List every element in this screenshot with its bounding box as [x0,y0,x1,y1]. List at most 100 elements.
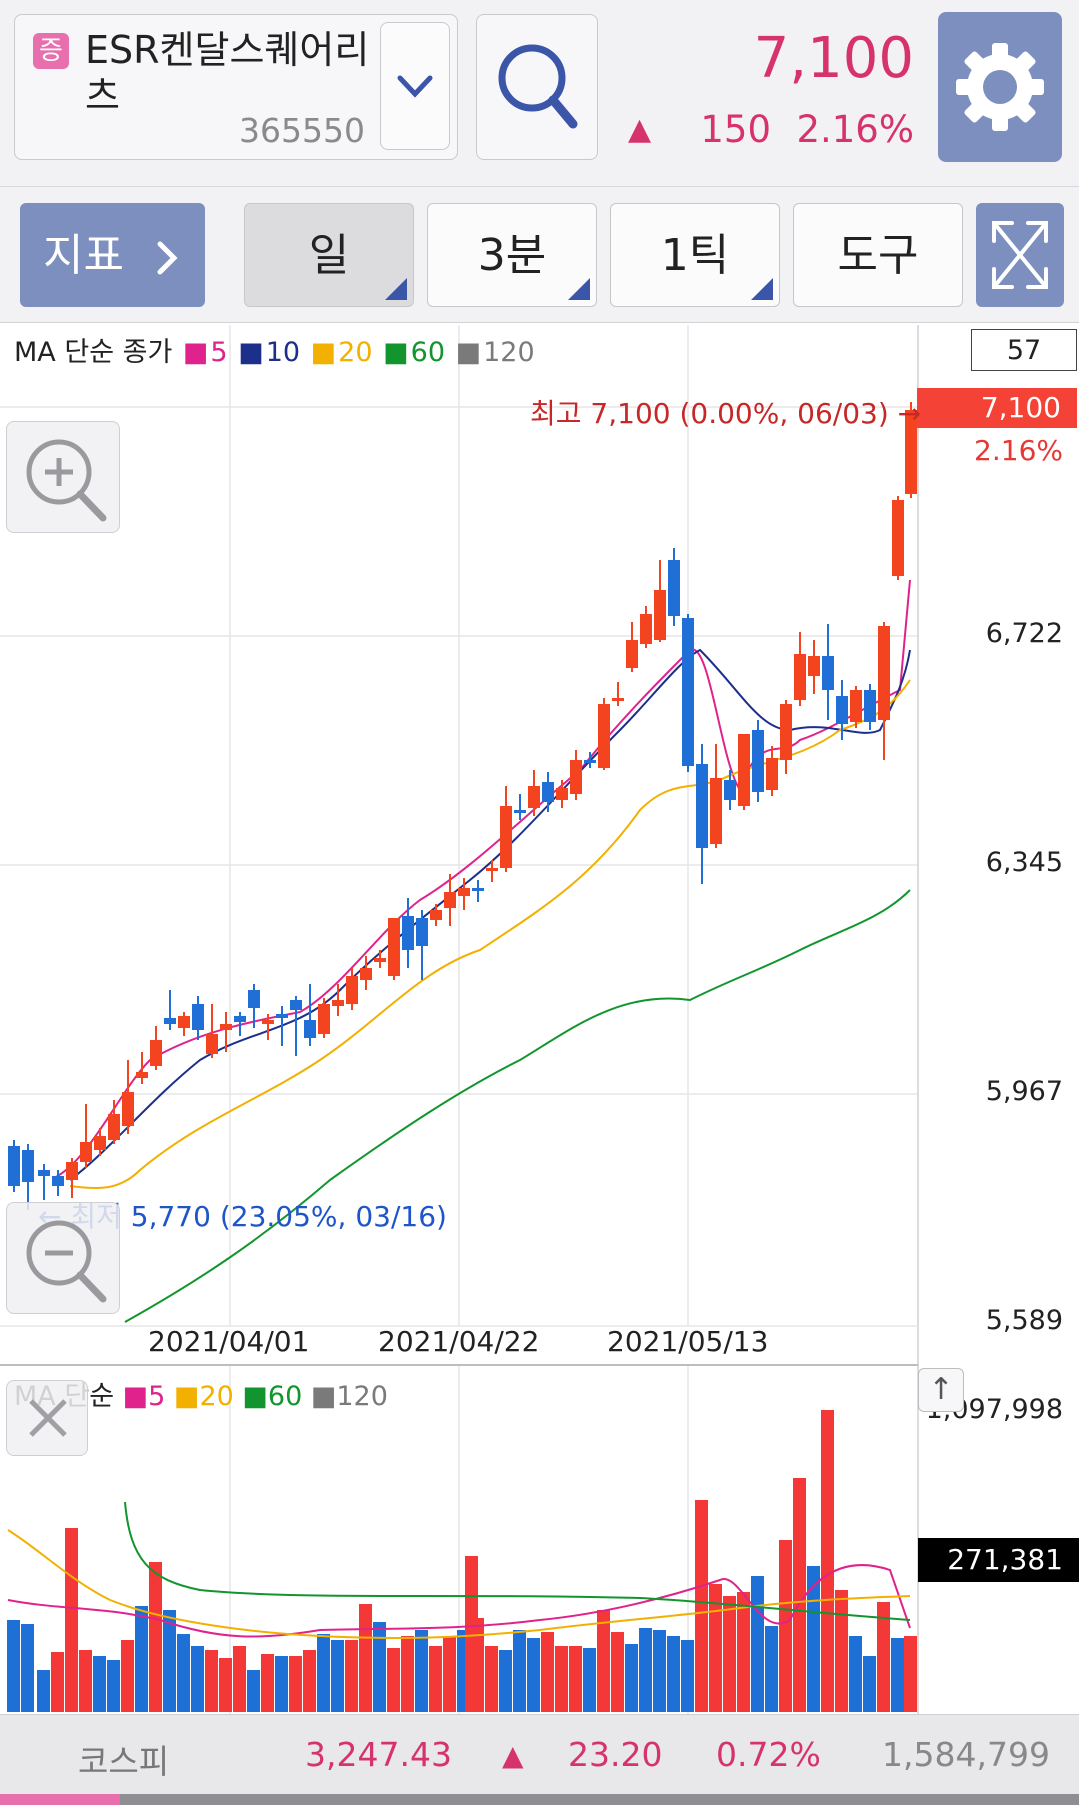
candle-body [136,1072,148,1078]
volume-ma-line [7,1529,911,1639]
candle-body [654,590,666,640]
candle-body [486,868,498,871]
volume-bar [737,1592,750,1712]
ma-line [69,679,911,1190]
candle-body [290,1000,302,1010]
candle-body [318,1004,330,1034]
zoom-out-button[interactable] [6,1202,120,1314]
candle-body [850,690,862,722]
volume-bar [93,1656,106,1712]
search-button[interactable] [476,14,598,160]
candle-body [556,788,568,800]
candle-body [374,958,386,962]
legend-vma5: 5 [148,1381,166,1412]
candle-body [542,782,554,802]
volume-bar [51,1652,64,1712]
ma-legend: MA 단순 종가 ■5 ■10 ■20 ■60 ■120 [14,330,537,369]
candle-body [794,654,806,700]
market-index-bar[interactable]: 코스피 3,247.43 ▲ 23.20 0.72% 1,584,799 [0,1714,1079,1795]
current-price: 7,100 [753,26,914,91]
indicator-button[interactable]: 지표 [20,203,205,307]
candle-body [150,1040,162,1066]
volume-bar [21,1624,34,1712]
price-change-percent: 2.16% [796,108,914,151]
candle-body [878,626,890,720]
volume-bar [709,1584,722,1712]
candle-body [724,780,736,800]
settings-button[interactable] [938,12,1062,162]
candle-body [122,1092,134,1126]
legend-ma10: 10 [265,337,301,368]
candle-body [766,758,778,790]
legend-ma5-swatch: ■ [182,337,209,368]
volume-bar [289,1656,302,1712]
candle-body [822,656,834,690]
candle-body [598,704,610,768]
volume-bar [247,1670,260,1712]
candle-body [430,910,442,920]
candlestick-chart[interactable] [0,0,1079,1714]
volume-bar [569,1646,582,1712]
candle-body [80,1142,92,1162]
volume-bar [499,1650,512,1712]
volume-bar [541,1632,554,1712]
volume-bar [513,1630,526,1712]
volume-bar [583,1648,596,1712]
stock-dropdown-button[interactable] [380,22,450,150]
candle-body [360,968,372,980]
candle-body [626,640,638,668]
volume-bar [7,1620,20,1712]
y-axis-label: 6,722 [985,618,1063,649]
volume-bar [163,1610,176,1712]
candle-count[interactable]: 57 [971,329,1077,371]
close-icon [29,1399,67,1437]
legend-ma10-swatch: ■ [238,337,264,368]
market-index: 3,247.43 [305,1735,452,1774]
bottom-strip-accent [0,1794,120,1805]
candle-body [178,1016,190,1028]
legend-prefix: MA 단순 종가 [14,337,173,368]
candle-body [52,1176,64,1186]
zoom-in-icon [26,439,107,522]
tab-label: 일 [308,230,350,281]
candle-body [164,1018,176,1024]
x-axis-date: 2021/05/13 [607,1325,769,1358]
zoom-in-button[interactable] [6,421,120,533]
volume-bar [387,1648,400,1712]
volume-bar [317,1634,330,1712]
dropdown-corner-icon [751,278,773,300]
scroll-up-button[interactable]: ↑ [918,1368,964,1412]
up-arrow-icon: ▲ [628,112,652,147]
tab-1tick[interactable]: 1틱 [610,203,780,307]
candle-body [38,1170,50,1176]
volume-bar [415,1630,428,1712]
volume-bar [793,1478,806,1712]
candle-body [808,656,820,676]
tools-button[interactable]: 도구 [793,203,963,307]
current-pct-tag: 2.16% [974,434,1063,467]
volume-bar [219,1658,232,1712]
market-name: 코스피 [78,1742,170,1781]
candle-body [696,764,708,848]
fullscreen-button[interactable] [976,203,1064,307]
volume-bar [485,1646,498,1712]
y-axis-label: 5,589 [985,1305,1063,1336]
zoom-out-icon [26,1220,107,1303]
legend-vma5-swatch: ■ [122,1381,149,1412]
tab-daily[interactable]: 일 [244,203,414,307]
tab-3min[interactable]: 3분 [427,203,597,307]
volume-bar [465,1556,478,1712]
volume-bars [7,1410,917,1712]
legend-ma60-swatch: ■ [383,337,409,368]
up-arrow-icon: ▲ [502,1739,524,1772]
close-volume-button[interactable] [6,1380,88,1456]
candle-body [304,1020,316,1038]
candle-body [248,990,260,1008]
bottom-strip [0,1794,1079,1805]
volume-bar [877,1602,890,1712]
arrow-up-icon: ↑ [928,1372,954,1407]
candle-body [472,888,484,891]
dropdown-corner-icon [568,278,590,300]
candle-body [612,698,624,701]
legend-ma120-swatch: ■ [455,337,482,368]
